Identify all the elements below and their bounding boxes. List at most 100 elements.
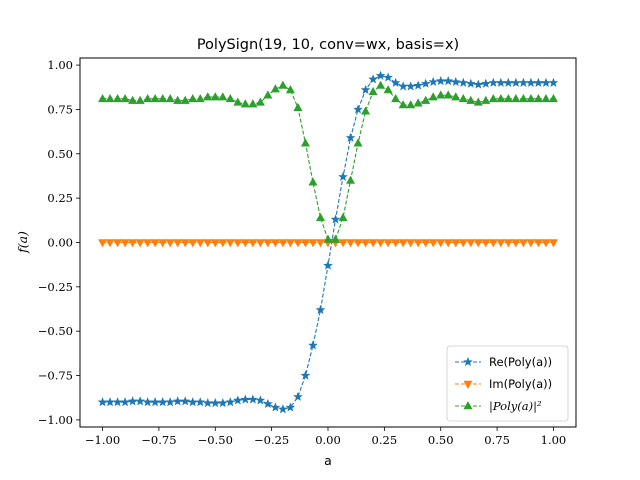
data-point (518, 93, 528, 103)
data-point (420, 78, 431, 88)
data-point (376, 239, 386, 248)
y-tick-label: −1.00 (38, 413, 73, 427)
data-point (240, 239, 250, 248)
data-point (526, 93, 536, 103)
data-point (255, 97, 265, 106)
data-point (458, 239, 468, 248)
data-point (195, 397, 206, 407)
data-point (330, 234, 341, 243)
data-point (113, 93, 123, 103)
y-tick-label: 0.50 (47, 147, 73, 161)
data-point (391, 239, 401, 248)
data-point (285, 239, 295, 248)
data-point (97, 397, 108, 407)
data-point (541, 239, 551, 248)
data-point (405, 81, 416, 91)
data-point (293, 239, 303, 248)
data-point (217, 398, 228, 408)
data-point (293, 102, 303, 111)
legend-marker (463, 356, 473, 367)
data-point (105, 397, 115, 407)
data-point (300, 138, 310, 147)
data-point (308, 340, 318, 350)
data-point (548, 93, 558, 103)
data-point (526, 239, 536, 248)
data-point (135, 239, 145, 248)
data-point (353, 239, 363, 248)
data-point (293, 391, 303, 401)
data-point (436, 239, 446, 248)
data-point (98, 239, 108, 248)
data-point (488, 77, 499, 87)
data-point (473, 239, 483, 248)
data-point (157, 397, 168, 407)
data-point (548, 77, 559, 87)
legend-box (446, 345, 569, 422)
legend-label: |Poly(a)|² (489, 399, 542, 414)
data-point (451, 239, 461, 248)
data-point (225, 239, 235, 248)
y-tick-label: 0.00 (47, 236, 73, 250)
data-point (263, 90, 273, 99)
data-point (112, 397, 123, 407)
data-point (496, 239, 506, 248)
data-point (263, 239, 273, 248)
data-point (413, 80, 423, 90)
data-point (202, 398, 213, 408)
data-point (443, 76, 454, 86)
data-point (285, 85, 295, 94)
data-point (323, 260, 333, 270)
data-point (518, 239, 528, 248)
y-axis-ticks: −1.00 −0.75 −0.50 −0.25 0.00 0.25 0.50 0.75 1.00 (38, 58, 80, 427)
data-point (127, 396, 138, 406)
data-point (270, 402, 281, 412)
data-point (210, 239, 220, 248)
data-point (135, 396, 145, 406)
data-point (413, 239, 423, 248)
y-axis-label: f(a) (15, 231, 30, 254)
series-1 (97, 70, 559, 414)
data-point (172, 396, 183, 406)
y-tick-label: 0.75 (47, 102, 73, 116)
data-point (533, 77, 544, 87)
data-point (203, 92, 213, 101)
data-point (503, 239, 513, 248)
data-point (450, 76, 461, 87)
x-tick-label: 0.50 (428, 433, 454, 447)
series-layer (97, 70, 559, 414)
data-point (218, 239, 228, 248)
data-point (158, 93, 168, 103)
legend-entry: Re(Poly(a)) (455, 355, 552, 369)
data-point (128, 95, 138, 104)
data-point (338, 239, 348, 248)
data-point (383, 239, 393, 248)
data-point (361, 106, 371, 115)
y-tick-label: 1.00 (47, 58, 73, 72)
series-3 (98, 80, 558, 243)
data-point (315, 212, 326, 221)
data-point (120, 239, 130, 248)
x-tick-label: −0.75 (141, 433, 176, 447)
x-tick-label: −0.50 (198, 433, 233, 447)
x-tick-label: 0.75 (484, 433, 510, 447)
y-tick-label: 0.25 (47, 191, 73, 205)
x-tick-label: 0.25 (372, 433, 398, 447)
data-point (255, 239, 265, 248)
data-point (315, 304, 326, 314)
y-tick-label: −0.75 (38, 369, 73, 383)
data-point (188, 93, 198, 103)
data-point (270, 84, 280, 93)
data-point (142, 397, 153, 407)
data-point (255, 395, 266, 405)
data-point (278, 404, 288, 414)
data-point (233, 97, 243, 106)
legend-label: Re(Poly(a)) (489, 355, 552, 369)
data-point (330, 214, 341, 224)
legend-label: Im(Poly(a)) (489, 377, 552, 391)
data-point (113, 239, 123, 248)
data-point (180, 95, 190, 104)
x-axis-ticks: −1.00 −0.75 −0.50 −0.25 0.00 0.25 0.50 0.75 1.00 (85, 427, 566, 447)
data-point (383, 72, 393, 82)
data-point (240, 99, 250, 108)
